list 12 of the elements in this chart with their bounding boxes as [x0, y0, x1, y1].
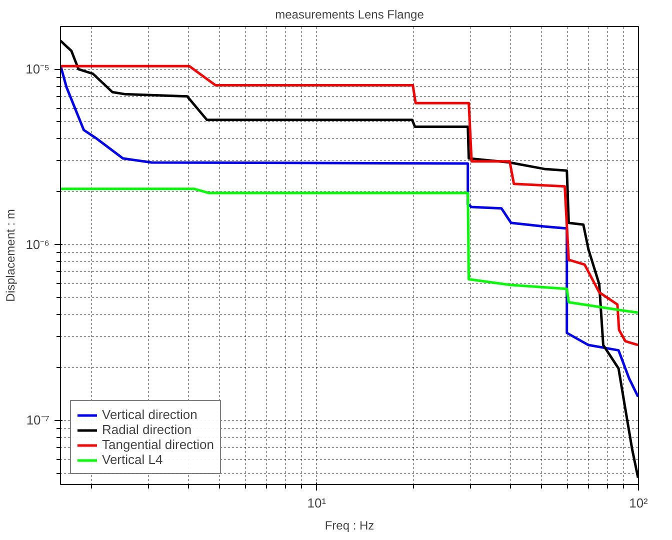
legend-label: Tangential direction [102, 437, 214, 452]
y-axis-title: Displacement : m [4, 209, 18, 302]
x-tick-label: 10¹ [307, 496, 327, 510]
legend-label: Vertical direction [102, 407, 198, 422]
x-tick-label: 10² [629, 496, 649, 510]
x-axis-title: Freq : Hz [324, 518, 374, 532]
y-tick-label: 10⁻⁶ [26, 237, 50, 252]
y-tick-label: 10⁻⁷ [26, 412, 50, 428]
y-tick-label: 10⁻⁵ [26, 62, 50, 77]
legend-label: Radial direction [102, 422, 192, 437]
chart-title: measurements Lens Flange [275, 8, 424, 22]
legend-label: Vertical L4 [102, 452, 163, 467]
